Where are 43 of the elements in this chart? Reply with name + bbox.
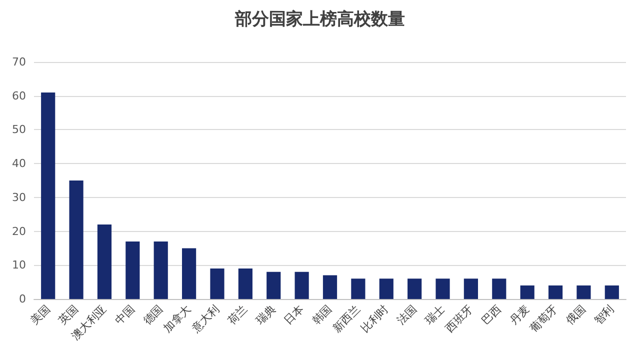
y-tick-label: 40 — [12, 157, 26, 170]
bar — [322, 275, 338, 299]
bar — [266, 272, 281, 299]
y-tick-label: 20 — [12, 224, 26, 238]
bar — [97, 224, 112, 299]
x-tick-label: 巴西 — [478, 302, 504, 328]
x-tick-label: 葡萄牙 — [528, 302, 560, 335]
x-tick-label: 法国 — [394, 302, 420, 328]
bar — [126, 241, 140, 299]
bar — [492, 278, 506, 299]
bar — [464, 278, 478, 299]
x-tick-label: 美国 — [28, 302, 53, 328]
x-tick-label: 智利 — [592, 302, 616, 328]
y-tick-label: 0 — [19, 292, 26, 306]
bar — [294, 272, 309, 299]
x-tick-label: 英国 — [56, 302, 81, 328]
bar — [379, 278, 394, 299]
x-tick-label: 荷兰 — [225, 302, 250, 328]
bar — [351, 278, 366, 299]
bar — [69, 180, 84, 299]
y-tick-label: 10 — [12, 258, 26, 272]
bar — [604, 285, 619, 299]
bar — [238, 268, 252, 299]
bar — [41, 92, 56, 299]
bar — [408, 278, 422, 299]
x-tick-label: 西班牙 — [443, 302, 476, 335]
x-tick-label: 瑞典 — [253, 302, 278, 328]
y-tick-label: 50 — [12, 123, 26, 136]
bar — [520, 285, 534, 299]
y-tick-label: 30 — [12, 190, 26, 204]
x-tick-label: 意大利 — [188, 302, 222, 336]
bar — [576, 285, 591, 299]
bar — [436, 278, 450, 299]
bar — [154, 241, 168, 299]
bar — [182, 248, 196, 299]
x-tick-label: 中国 — [112, 302, 138, 328]
y-tick-label: 70 — [12, 56, 26, 68]
x-tick-label: 日本 — [282, 302, 306, 328]
x-tick-label: 俄国 — [564, 302, 588, 328]
chart-title: 部分国家上榜高校数量 — [234, 10, 405, 30]
bar — [548, 285, 563, 299]
y-tick-label: 60 — [12, 89, 26, 102]
bar — [210, 268, 224, 299]
